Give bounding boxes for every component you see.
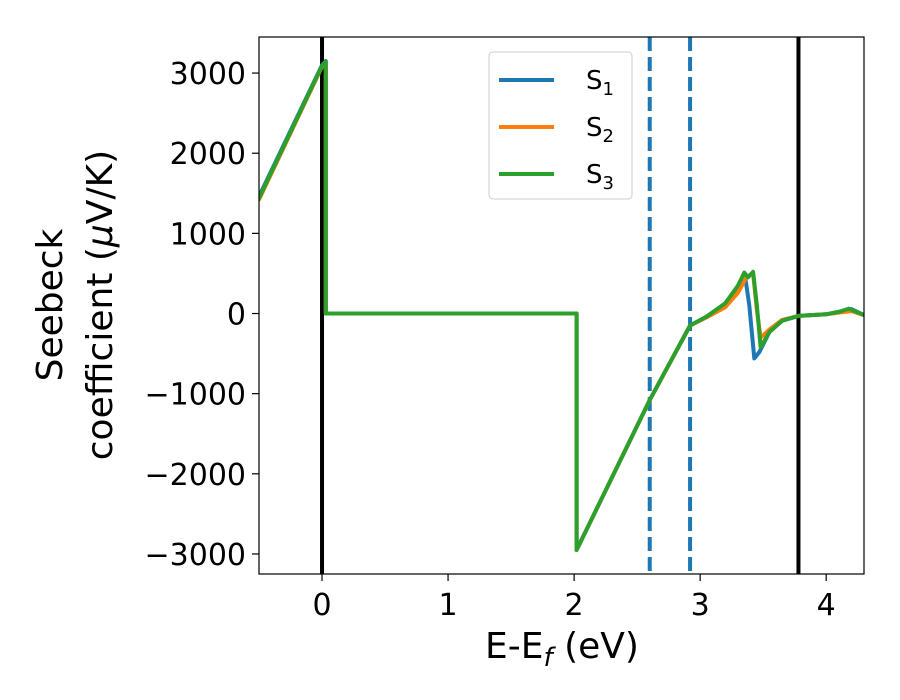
- x-tick-label: 4: [817, 588, 836, 623]
- y-tick-label: −1000: [145, 378, 246, 413]
- x-tick-label: 1: [439, 588, 458, 623]
- legend-entry-s2: S2: [586, 113, 614, 147]
- y-axis-label-mu: μ: [80, 224, 121, 248]
- series-line-s3: [259, 59, 864, 552]
- y-tick-label: 1000: [170, 217, 246, 252]
- y-axis-label-line1: Seebeck: [30, 228, 71, 381]
- legend-box: [488, 51, 633, 200]
- plot-frame: [258, 36, 865, 575]
- reference-lines: [320, 37, 801, 574]
- y-tick-label: −2000: [145, 458, 246, 493]
- x-axis-label: E-Ef (eV): [485, 626, 639, 673]
- y-tick-label: 0: [227, 298, 246, 333]
- legend: S1 S2 S3: [488, 51, 633, 200]
- y-axis-label: Seebeck coefficient (μV/K): [30, 150, 121, 460]
- x-axis-label-main: E-E: [485, 626, 543, 667]
- y-tick-label: 3000: [170, 57, 246, 92]
- data-series: [259, 59, 864, 552]
- legend-entry-s1: S1: [586, 66, 614, 100]
- y-axis-label-text: coefficient (: [80, 247, 121, 460]
- x-tick-label: 0: [312, 588, 331, 623]
- y-axis-label-unit: V/K): [80, 150, 121, 224]
- x-axis-label-suffix: (eV): [553, 626, 639, 667]
- legend-entry-s3: S3: [586, 160, 614, 194]
- x-tick-label: 2: [565, 588, 584, 623]
- y-axis-ticks: −3000 −2000 −1000 0 1000 2000 3000: [145, 57, 259, 573]
- y-tick-label: −3000: [145, 538, 246, 573]
- y-axis-label-line2: coefficient (μV/K): [80, 150, 121, 460]
- y-tick-label: 2000: [170, 137, 246, 172]
- x-axis-ticks: 0 1 2 3 4: [312, 574, 836, 623]
- x-tick-label: 3: [691, 588, 710, 623]
